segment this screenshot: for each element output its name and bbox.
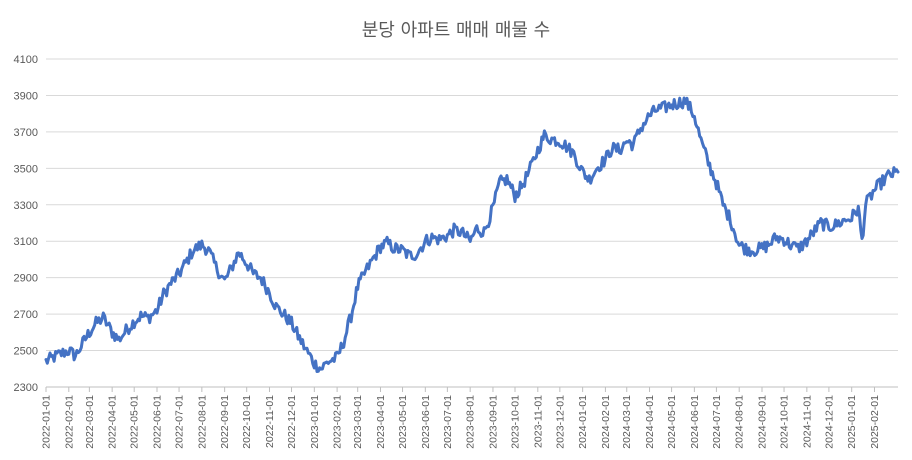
x-tick-label: 2023-07-01 bbox=[442, 395, 454, 449]
x-tick-label: 2022-11-01 bbox=[264, 395, 276, 448]
x-tick-label: 2022-06-01 bbox=[152, 395, 164, 449]
x-tick-label: 2022-05-01 bbox=[129, 395, 141, 449]
x-tick-label: 2023-08-01 bbox=[465, 395, 477, 449]
chart-title: 분당 아파트 매매 매물 수 bbox=[362, 20, 551, 41]
series-line bbox=[44, 96, 900, 373]
gridlines bbox=[46, 58, 898, 388]
x-tick-label: 2024-11-01 bbox=[801, 395, 813, 448]
x-axis-tick-labels: 2022-01-01 2022-02-01 2022-03-01 2022-04-01… bbox=[41, 387, 881, 449]
y-tick-label: 3500 bbox=[14, 163, 38, 175]
x-tick-label: 2022-04-01 bbox=[107, 395, 119, 449]
x-tick-label: 2022-07-01 bbox=[174, 395, 186, 449]
x-tick-label: 2023-05-01 bbox=[397, 395, 409, 449]
y-tick-label: 2300 bbox=[14, 382, 38, 394]
x-tick-label: 2024-07-01 bbox=[711, 395, 723, 449]
x-tick-label: 2022-12-01 bbox=[286, 395, 298, 449]
x-tick-label: 2022-03-01 bbox=[84, 395, 96, 449]
x-tick-label: 2024-08-01 bbox=[734, 395, 746, 449]
series-layer bbox=[44, 96, 900, 373]
x-tick-label: 2023-11-01 bbox=[532, 395, 544, 448]
y-tick-label: 3300 bbox=[14, 200, 38, 212]
x-tick-label: 2024-03-01 bbox=[621, 395, 633, 449]
x-tick-label: 2022-09-01 bbox=[219, 395, 231, 449]
x-tick-label: 2025-02-01 bbox=[869, 395, 881, 449]
x-tick-label: 2025-01-01 bbox=[846, 395, 858, 449]
x-tick-label: 2023-06-01 bbox=[420, 395, 432, 449]
x-tick-label: 2024-06-01 bbox=[689, 395, 701, 449]
y-tick-label: 3700 bbox=[14, 127, 38, 139]
y-axis-tick-labels: 2300 2500 2700 2900 3100 3300 3500 3700 3900 4100 bbox=[14, 54, 38, 394]
x-tick-label: 2023-03-01 bbox=[352, 395, 364, 449]
x-tick-label: 2023-02-01 bbox=[332, 395, 344, 449]
x-tick-label: 2024-01-01 bbox=[577, 395, 589, 449]
x-tick-label: 2022-02-01 bbox=[63, 395, 75, 449]
x-tick-label: 2024-12-01 bbox=[823, 395, 835, 449]
y-tick-label: 4100 bbox=[14, 54, 38, 66]
x-tick-label: 2022-01-01 bbox=[41, 395, 53, 449]
x-tick-label: 2023-04-01 bbox=[375, 395, 387, 449]
x-tick-label: 2023-10-01 bbox=[510, 395, 522, 449]
x-tick-label: 2023-09-01 bbox=[487, 395, 499, 449]
x-tick-label: 2024-02-01 bbox=[600, 395, 612, 449]
x-tick-label: 2024-09-01 bbox=[757, 395, 769, 449]
y-tick-label: 3100 bbox=[14, 236, 38, 248]
x-tick-label: 2022-10-01 bbox=[241, 395, 253, 449]
y-tick-label: 2700 bbox=[14, 309, 38, 321]
x-tick-label: 2022-08-01 bbox=[196, 395, 208, 449]
x-tick-label: 2023-12-01 bbox=[554, 395, 566, 449]
x-tick-label: 2023-01-01 bbox=[309, 395, 321, 449]
x-tick-label: 2024-10-01 bbox=[779, 395, 791, 449]
y-tick-label: 3900 bbox=[14, 90, 38, 102]
x-tick-label: 2024-05-01 bbox=[666, 395, 678, 449]
y-tick-label: 2500 bbox=[14, 346, 38, 358]
x-tick-label: 2024-04-01 bbox=[644, 395, 656, 449]
y-tick-label: 2900 bbox=[14, 273, 38, 285]
